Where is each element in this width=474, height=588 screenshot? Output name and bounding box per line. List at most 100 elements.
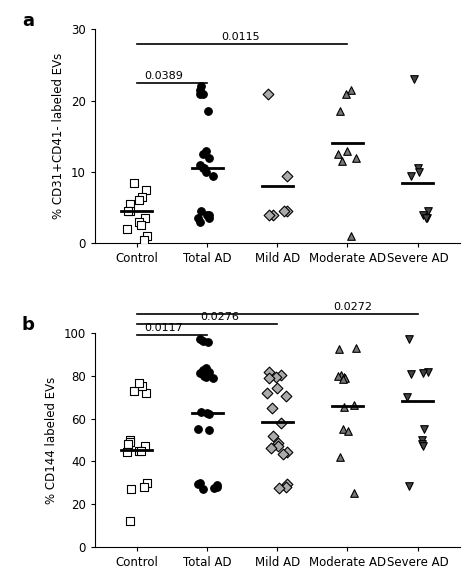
Point	[206, 153, 213, 162]
Point	[197, 85, 204, 95]
Point	[135, 379, 143, 388]
Point	[269, 210, 277, 219]
Point	[352, 153, 360, 162]
Point	[194, 479, 202, 489]
Point	[204, 210, 211, 219]
Point	[197, 206, 205, 216]
Point	[403, 392, 411, 402]
Point	[422, 213, 430, 223]
Point	[341, 402, 348, 412]
Point	[123, 224, 131, 233]
Point	[196, 368, 203, 377]
Point	[199, 366, 207, 375]
Point	[127, 516, 134, 526]
Point	[283, 479, 291, 489]
Point	[277, 370, 285, 379]
Point	[196, 478, 204, 487]
Point	[414, 163, 422, 173]
Point	[126, 206, 134, 216]
Y-axis label: % CD144 labeled EVs: % CD144 labeled EVs	[45, 376, 58, 503]
Point	[277, 418, 284, 427]
Point	[206, 213, 213, 223]
Point	[206, 367, 213, 376]
Point	[210, 171, 217, 180]
Point	[124, 439, 131, 449]
Point	[273, 383, 281, 392]
Point	[135, 446, 143, 455]
Point	[419, 368, 427, 377]
Point	[137, 446, 145, 455]
Point	[143, 388, 150, 397]
Point	[140, 482, 148, 492]
Point	[199, 485, 207, 494]
Text: 0.0117: 0.0117	[144, 323, 182, 333]
Point	[283, 171, 291, 180]
Point	[279, 449, 287, 459]
Point	[143, 232, 151, 241]
Point	[407, 171, 415, 180]
Text: a: a	[22, 12, 34, 31]
Point	[420, 425, 428, 434]
Point	[137, 220, 145, 230]
Point	[199, 369, 207, 378]
Point	[202, 363, 210, 373]
Point	[126, 435, 134, 445]
Point	[130, 386, 138, 396]
Point	[274, 439, 282, 448]
Text: 0.0276: 0.0276	[200, 312, 239, 322]
Point	[264, 89, 272, 98]
Point	[335, 345, 343, 354]
Point	[210, 373, 217, 383]
Point	[338, 156, 346, 166]
Point	[194, 213, 201, 223]
Point	[140, 235, 148, 245]
Point	[196, 160, 203, 169]
Point	[340, 372, 347, 382]
Point	[275, 483, 283, 493]
Point	[197, 82, 205, 91]
Point	[206, 426, 213, 435]
Point	[197, 407, 205, 417]
Point	[123, 447, 131, 456]
Point	[138, 382, 146, 391]
Point	[336, 106, 343, 116]
Point	[124, 206, 131, 216]
Point	[141, 213, 148, 223]
Point	[201, 371, 208, 380]
Point	[337, 370, 345, 379]
Point	[197, 335, 204, 344]
Point	[282, 482, 290, 492]
Point	[424, 367, 432, 376]
Point	[202, 167, 210, 176]
Point	[419, 439, 426, 449]
Point	[283, 447, 291, 456]
Text: 0.0272: 0.0272	[333, 302, 373, 312]
Text: b: b	[22, 316, 35, 334]
Point	[405, 481, 412, 490]
Point	[204, 337, 211, 346]
Point	[199, 149, 207, 159]
Point	[334, 149, 341, 159]
Point	[213, 482, 221, 492]
Point	[143, 478, 151, 487]
Point	[419, 210, 427, 219]
Point	[274, 442, 282, 451]
Point	[135, 196, 143, 205]
Point	[405, 335, 412, 344]
Point	[267, 444, 274, 453]
Point	[415, 167, 422, 176]
Point	[339, 375, 346, 384]
Text: 0.0389: 0.0389	[144, 71, 183, 81]
Point	[205, 210, 213, 219]
Point	[345, 427, 352, 436]
Point	[423, 213, 431, 223]
Point	[127, 485, 135, 494]
Point	[270, 431, 277, 440]
Point	[283, 206, 291, 216]
Point	[204, 106, 211, 116]
Point	[197, 89, 204, 98]
Point	[265, 373, 273, 383]
Point	[353, 343, 360, 353]
Point	[202, 146, 210, 155]
Point	[336, 452, 344, 462]
